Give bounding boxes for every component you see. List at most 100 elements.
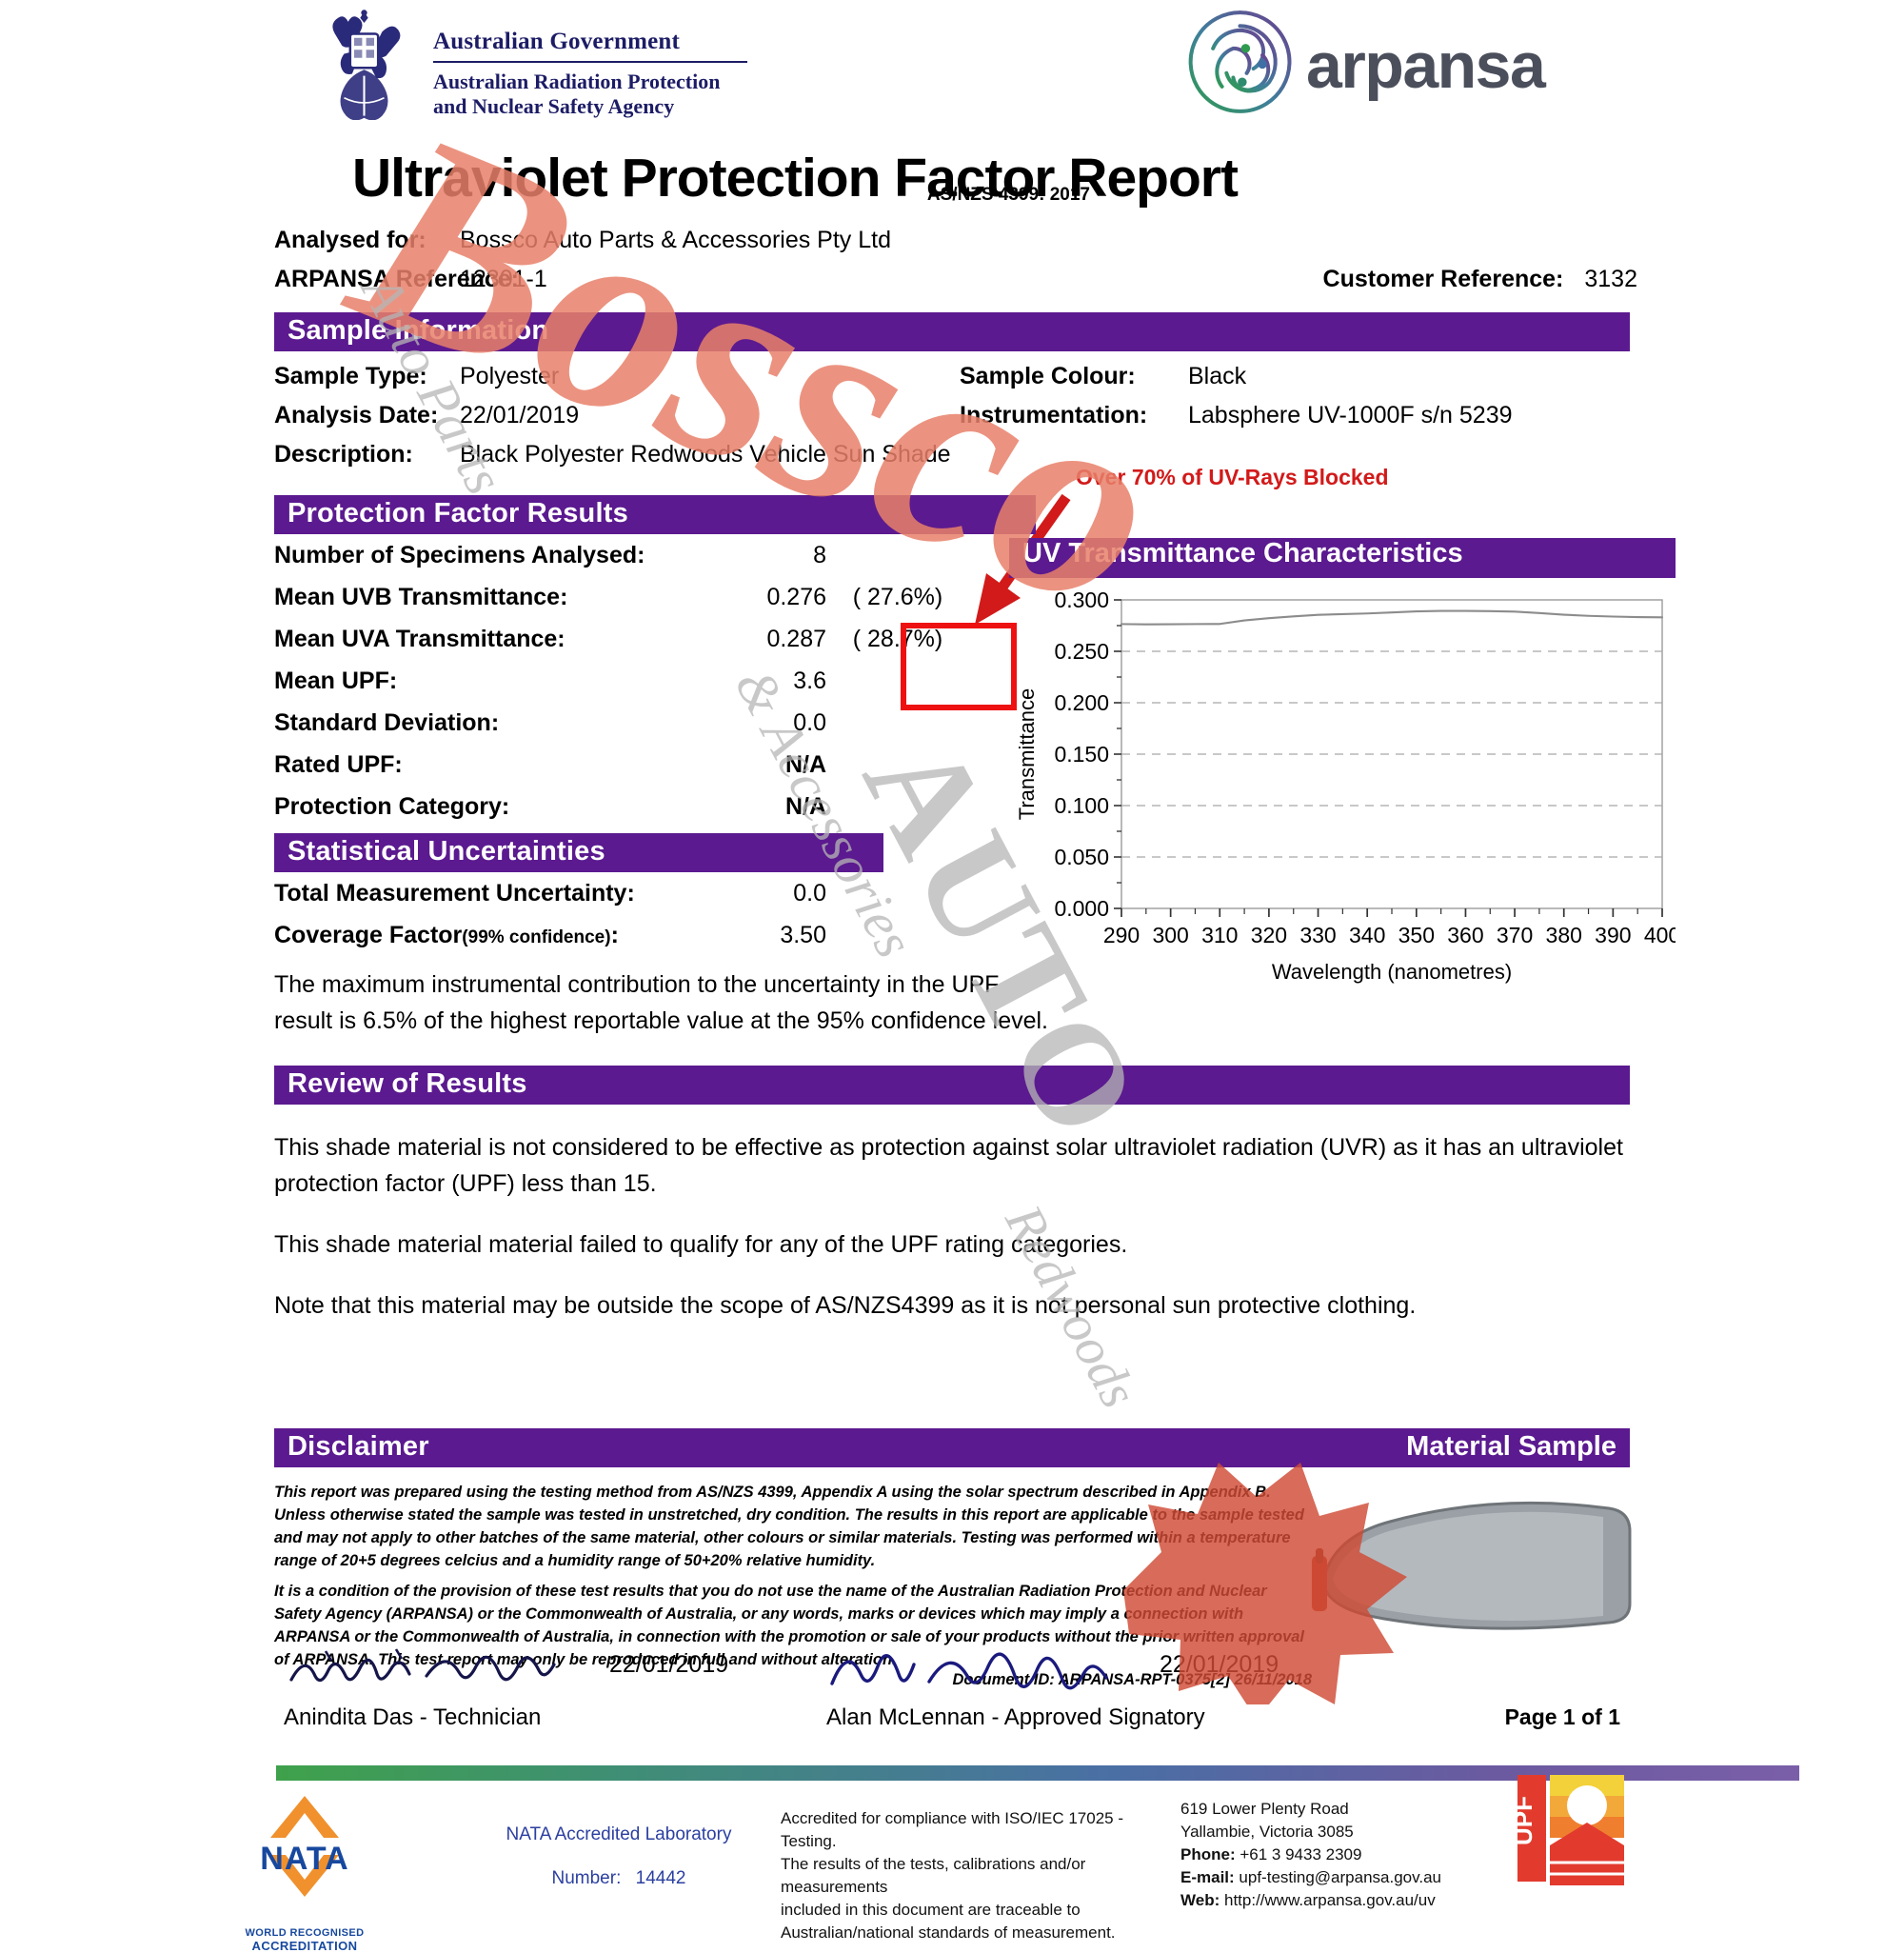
- result-label: Mean UVA Transmittance:: [274, 626, 565, 652]
- svg-text:360: 360: [1447, 923, 1483, 947]
- instrumentation-value: Labsphere UV-1000F s/n 5239: [1188, 402, 1513, 428]
- technician-name: Anindita Das - Technician: [284, 1704, 542, 1730]
- svg-text:300: 300: [1152, 923, 1188, 947]
- result-row: Rated UPF: N/A: [274, 744, 1036, 786]
- coverage-factor-confidence: (99% confidence): [462, 927, 611, 947]
- customer-reference-label: Customer Reference:: [1322, 266, 1564, 292]
- result-label: Mean UPF:: [274, 668, 398, 694]
- analysed-for-label: Analysed for:: [274, 227, 426, 253]
- gov-line-2: Australian Radiation Protection: [433, 70, 721, 93]
- gov-line-3: and Nuclear Safety Agency: [433, 94, 675, 119]
- accredited-line-2: The results of the tests, calibrations a…: [781, 1855, 1086, 1896]
- sample-colour-value: Black: [1188, 363, 1247, 389]
- statistical-uncertainties-band: Statistical Uncertainties: [274, 833, 883, 872]
- sample-information-section: Sample Information Sample Type: Polyeste…: [274, 312, 1630, 474]
- svg-text:370: 370: [1497, 923, 1533, 947]
- result-percent: ( 28.7%): [852, 626, 943, 652]
- svg-text:350: 350: [1398, 923, 1435, 947]
- coverage-factor-row: Coverage Factor(99% confidence): 3.50: [274, 914, 1036, 959]
- customer-reference-value: 3132: [1584, 266, 1637, 292]
- svg-text:290: 290: [1103, 923, 1140, 947]
- document-header: Australian Government Australian Radiati…: [0, 0, 1904, 133]
- arpansa-reference-row: ARPANSA Reference: 12301-1: [274, 260, 1295, 299]
- svg-text:400: 400: [1644, 923, 1676, 947]
- nata-accreditation-text: NATA Accredited Laboratory Number: 14442: [476, 1823, 762, 1890]
- footer-gradient-rule: [276, 1765, 1799, 1781]
- svg-text:Wavelength (nanometres): Wavelength (nanometres): [1272, 960, 1512, 984]
- arpansa-reference-value: 12301-1: [460, 266, 547, 292]
- analysed-for-row: Analysed for: Bossco Auto Parts & Access…: [274, 221, 1295, 260]
- instrumentation-row: Instrumentation: Labsphere UV-1000F s/n …: [960, 396, 1626, 435]
- svg-text:0.250: 0.250: [1054, 639, 1109, 664]
- accredited-line-4: Australian/national standards of measure…: [781, 1923, 1116, 1942]
- contact-details: 619 Lower Plenty Road Yallambie, Victori…: [1180, 1798, 1523, 1912]
- svg-text:340: 340: [1349, 923, 1385, 947]
- review-paragraph-2: This shade material material failed to q…: [274, 1231, 1128, 1258]
- result-label: Mean UVB Transmittance:: [274, 584, 568, 610]
- web-row: Web: http://www.arpansa.gov.au/uv: [1180, 1889, 1523, 1912]
- nata-lab-line: NATA Accredited Laboratory: [506, 1824, 732, 1844]
- nata-number: Number: 14442: [476, 1867, 762, 1890]
- email-row: E-mail: upf-testing@arpansa.gov.au: [1180, 1866, 1523, 1889]
- svg-text:0.000: 0.000: [1054, 896, 1109, 921]
- result-label: Rated UPF:: [274, 751, 403, 778]
- signatory-name: Alan McLennan - Approved Signatory: [826, 1704, 1205, 1730]
- result-label: Protection Category:: [274, 793, 510, 820]
- phone-row: Phone: +61 3 9433 2309: [1180, 1843, 1523, 1866]
- svg-text:330: 330: [1299, 923, 1336, 947]
- result-label: Number of Specimens Analysed:: [274, 542, 645, 568]
- statistical-uncertainties-section: Statistical Uncertainties Total Measurem…: [274, 833, 883, 959]
- description-row: Description: Black Polyester Redwoods Ve…: [274, 435, 1630, 474]
- upf-logo-text: UPF: [1514, 1796, 1537, 1845]
- result-row: Mean UPF: 3.6: [274, 660, 1036, 702]
- result-value: 8: [813, 542, 826, 568]
- uncertainty-note: The maximum instrumental contribution to…: [274, 971, 1049, 1034]
- web-value[interactable]: http://www.arpansa.gov.au/uv: [1223, 1891, 1436, 1909]
- result-row: Mean UVB Transmittance: 0.276 ( 27.6%): [274, 576, 1036, 618]
- disclaimer-paragraph-2: It is a condition of the provision of th…: [274, 1583, 1305, 1668]
- total-uncertainty-label: Total Measurement Uncertainty:: [274, 880, 635, 907]
- svg-text:0.300: 0.300: [1054, 590, 1109, 612]
- analysis-date-label: Analysis Date:: [274, 402, 439, 428]
- svg-text:380: 380: [1546, 923, 1582, 947]
- svg-text:0.050: 0.050: [1054, 845, 1109, 869]
- protection-factor-results-band: Protection Factor Results: [274, 495, 1036, 534]
- coverage-factor-text: Coverage Factor: [274, 922, 463, 948]
- result-value: N/A: [784, 751, 826, 778]
- address-line-1: 619 Lower Plenty Road: [1180, 1800, 1349, 1818]
- sample-type-label: Sample Type:: [274, 363, 427, 389]
- total-uncertainty-value: 0.0: [793, 880, 826, 907]
- description-value: Black Polyester Redwoods Vehicle Sun Sha…: [460, 441, 951, 468]
- instrumentation-label: Instrumentation:: [960, 402, 1148, 428]
- title-row: Ultraviolet Protection Factor Report AS/…: [0, 147, 1904, 221]
- nata-logo: NATA WORLD RECOGNISED ACCREDITATION: [238, 1788, 371, 1953]
- nata-chevron-icon: [270, 1796, 339, 1897]
- uv-transmittance-band: UV Transmittance Characteristics: [1009, 538, 1676, 578]
- web-label: Web:: [1180, 1891, 1220, 1909]
- australian-coat-of-arms-icon: [332, 10, 401, 120]
- technician-signature-icon: [289, 1648, 556, 1683]
- result-value: N/A: [784, 793, 826, 820]
- signatory-signature-icon: [830, 1652, 1108, 1690]
- nata-number-value: 14442: [635, 1868, 686, 1888]
- email-value[interactable]: upf-testing@arpansa.gov.au: [1239, 1868, 1441, 1886]
- upf-house-logo-icon: UPF: [1514, 1775, 1624, 1885]
- result-row: Standard Deviation: 0.0: [274, 702, 1036, 744]
- result-row: Mean UVA Transmittance: 0.287 ( 28.7%): [274, 618, 1036, 660]
- meta-block: Analysed for: Bossco Auto Parts & Access…: [0, 221, 1904, 299]
- uv-transmittance-highlight-box: [901, 623, 1017, 710]
- svg-text:Transmittance: Transmittance: [1015, 688, 1039, 821]
- result-percent: ( 27.6%): [852, 584, 943, 610]
- result-value: 0.276: [766, 584, 826, 610]
- accredited-line-1: Accredited for compliance with ISO/IEC 1…: [781, 1809, 1123, 1850]
- government-wordmark: Australian Government Australian Radiati…: [433, 29, 776, 120]
- svg-text:390: 390: [1595, 923, 1631, 947]
- signature-row: 22/01/2019 Anindita Das - Technician 22/…: [274, 1638, 1630, 1762]
- customer-reference-row: Customer Reference: 3132: [1323, 260, 1637, 299]
- phone-label: Phone:: [1180, 1845, 1236, 1863]
- coverage-factor-label: Coverage Factor(99% confidence):: [274, 922, 619, 948]
- disclaimer-section: Disclaimer Material Sample This report w…: [274, 1428, 1630, 1689]
- review-of-results-section: Review of Results This shade material is…: [274, 1066, 1630, 1324]
- review-paragraph-3: Note that this material may be outside t…: [274, 1292, 1417, 1319]
